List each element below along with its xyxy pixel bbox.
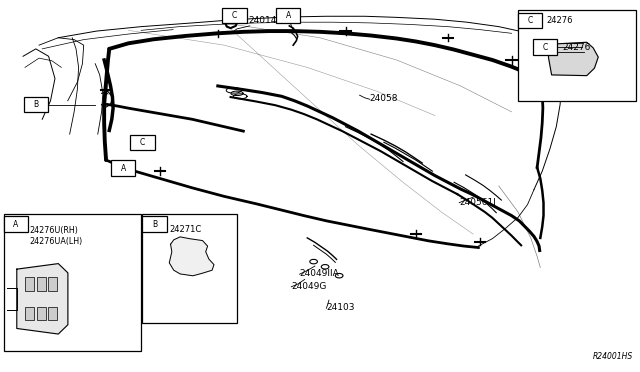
- Bar: [111, 160, 136, 176]
- Text: B: B: [152, 220, 157, 229]
- Polygon shape: [17, 264, 68, 334]
- Text: B: B: [33, 100, 38, 109]
- Bar: [4, 214, 141, 351]
- Bar: [518, 13, 542, 28]
- Text: A: A: [285, 11, 291, 20]
- Bar: [131, 135, 155, 150]
- Bar: [25, 277, 34, 291]
- Text: 24014: 24014: [248, 16, 277, 25]
- Text: 24276: 24276: [547, 16, 573, 25]
- Bar: [4, 217, 28, 232]
- Text: C: C: [527, 16, 532, 25]
- Text: 24276U(RH): 24276U(RH): [29, 226, 78, 235]
- Text: 24058: 24058: [370, 94, 398, 103]
- Text: C: C: [542, 42, 547, 51]
- Bar: [24, 97, 48, 112]
- Text: C: C: [232, 11, 237, 20]
- Text: 24049IIA: 24049IIA: [300, 269, 339, 278]
- Polygon shape: [548, 42, 598, 76]
- Bar: [222, 8, 246, 23]
- Bar: [532, 39, 557, 55]
- Bar: [36, 277, 45, 291]
- Text: 24276UA(LH): 24276UA(LH): [29, 237, 83, 246]
- Text: 24271C: 24271C: [170, 225, 202, 234]
- Text: R24001HS: R24001HS: [593, 352, 633, 361]
- Bar: [143, 217, 167, 232]
- Text: A: A: [121, 164, 126, 173]
- Text: 24049G: 24049G: [291, 282, 326, 291]
- Bar: [25, 307, 34, 320]
- Bar: [518, 10, 636, 101]
- Text: 240561I: 240561I: [460, 198, 496, 207]
- Text: A: A: [13, 220, 19, 229]
- Text: C: C: [140, 138, 145, 147]
- Polygon shape: [170, 237, 214, 276]
- Text: 24103: 24103: [326, 303, 355, 312]
- Bar: [48, 307, 57, 320]
- Bar: [143, 214, 237, 323]
- Bar: [276, 8, 300, 23]
- Text: 24276: 24276: [563, 42, 591, 51]
- Bar: [48, 277, 57, 291]
- Bar: [36, 307, 45, 320]
